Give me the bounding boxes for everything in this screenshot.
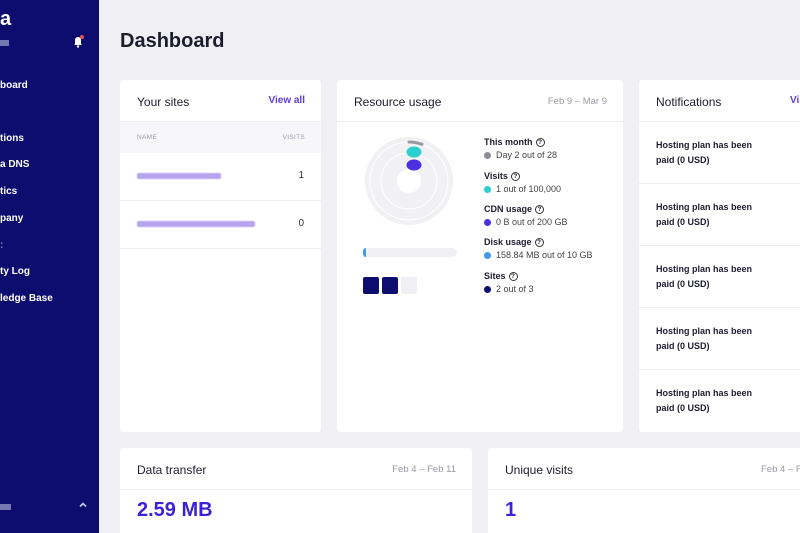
usage-radial-chart xyxy=(365,137,453,225)
notification-text: Hosting plan has been paid (0 USD) xyxy=(656,264,753,289)
notification-item[interactable]: Hosting plan has been paid (0 USD) xyxy=(639,184,800,246)
site-name-redacted[interactable] xyxy=(137,173,221,179)
legend-sites: Sites? 2 out of 3 xyxy=(484,271,534,294)
help-icon[interactable]: ? xyxy=(535,137,545,147)
legend-label: This month xyxy=(484,137,533,147)
card-title: Unique visits xyxy=(505,463,574,477)
notification-text: Hosting plan has been paid (0 USD) xyxy=(656,140,753,165)
site-visits: 0 xyxy=(298,218,304,229)
user-name-redacted[interactable] xyxy=(0,504,11,510)
notification-text: Hosting plan has been paid (0 USD) xyxy=(656,202,753,227)
card-title: Your sites xyxy=(137,95,190,109)
card-title: Data transfer xyxy=(137,463,207,477)
notifications-card: Notifications Vi Hosting plan has been p… xyxy=(639,80,800,432)
legend-dot xyxy=(484,151,491,159)
site-visits: 1 xyxy=(298,170,304,181)
card-header: Notifications Vi xyxy=(639,80,800,122)
legend-dot xyxy=(484,218,491,226)
help-icon[interactable]: ? xyxy=(510,171,520,181)
legend-visits: Visits? 1 out of 100,000 xyxy=(484,171,561,194)
data-transfer-value: 2.59 MB xyxy=(137,499,213,521)
date-range: Feb 4 – F xyxy=(761,464,800,475)
disk-usage-bar xyxy=(363,248,457,257)
help-icon[interactable]: ? xyxy=(534,237,544,247)
disk-usage-bar-fill xyxy=(363,248,366,257)
legend-label: Disk usage xyxy=(484,237,532,247)
card-header: Resource usage Feb 9 – Mar 9 xyxy=(337,80,623,122)
help-icon[interactable]: ? xyxy=(535,204,545,214)
notification-item[interactable]: Hosting plan has been paid (0 USD) xyxy=(639,370,800,432)
sidebar-item-activity-log[interactable]: ty Log xyxy=(0,266,30,277)
chevron-up-icon[interactable] xyxy=(78,500,88,510)
notification-item[interactable]: Hosting plan has been paid (0 USD) xyxy=(639,122,800,184)
legend-this-month: This month? Day 2 out of 28 xyxy=(484,137,557,160)
your-sites-card: Your sites View all NAME VISITS 1 0 xyxy=(120,80,321,432)
legend-value: Day 2 out of 28 xyxy=(496,150,558,160)
site-name-redacted[interactable] xyxy=(137,221,255,227)
column-header-visits[interactable]: VISITS xyxy=(282,134,305,141)
card-header: Unique visits Feb 4 – F xyxy=(488,448,800,490)
legend-value: 2 out of 3 xyxy=(496,284,534,294)
table-row[interactable]: 1 xyxy=(120,153,321,201)
legend-cdn-usage: CDN usage? 0 B out of 200 GB xyxy=(484,204,568,227)
sidebar-item-dashboard[interactable]: board xyxy=(0,80,28,91)
card-header: Data transfer Feb 4 – Feb 11 xyxy=(120,448,472,490)
table-header: NAME VISITS xyxy=(120,122,321,153)
notification-text: Hosting plan has been paid (0 USD) xyxy=(656,326,753,351)
date-range: Feb 9 – Mar 9 xyxy=(547,96,607,107)
sidebar-item-dns[interactable]: a DNS xyxy=(0,159,30,170)
sidebar-item-applications[interactable]: tions xyxy=(0,133,24,144)
logo[interactable]: a xyxy=(0,8,12,30)
sidebar-item-company[interactable]: pany xyxy=(0,213,24,224)
unique-visits-value: 1 xyxy=(505,499,517,521)
notification-item[interactable]: Hosting plan has been paid (0 USD) xyxy=(639,308,800,370)
legend-dot xyxy=(484,251,491,259)
legend-label: Visits xyxy=(484,171,508,181)
bell-icon[interactable] xyxy=(73,36,83,48)
resource-usage-card: Resource usage Feb 9 – Mar 9 This month?… xyxy=(337,80,623,432)
view-all-sites-link[interactable]: View all xyxy=(268,95,305,106)
date-range: Feb 4 – Feb 11 xyxy=(392,464,456,475)
card-title: Notifications xyxy=(656,95,722,109)
unique-visits-card: Unique visits Feb 4 – F 1 xyxy=(488,448,800,533)
legend-label: Sites xyxy=(484,271,506,281)
notification-badge xyxy=(80,35,84,39)
site-slot-free xyxy=(401,277,417,294)
help-icon[interactable]: ? xyxy=(508,271,518,281)
site-slot-used xyxy=(382,277,398,294)
legend-dot xyxy=(484,285,491,293)
data-transfer-card: Data transfer Feb 4 – Feb 11 2.59 MB xyxy=(120,448,472,533)
card-title: Resource usage xyxy=(354,95,442,109)
sidebar-item-knowledge-base[interactable]: ledge Base xyxy=(0,293,53,304)
legend-value: 158.84 MB out of 10 GB xyxy=(496,250,593,260)
legend-value: 1 out of 100,000 xyxy=(496,184,562,194)
sidebar: a board tions a DNS tics pany : ty Log l… xyxy=(0,0,99,533)
table-row[interactable]: 0 xyxy=(120,201,321,249)
legend-value: 0 B out of 200 GB xyxy=(496,217,568,227)
legend-dot xyxy=(484,185,491,193)
site-slot-used xyxy=(363,277,379,294)
column-header-name[interactable]: NAME xyxy=(137,134,157,141)
card-header: Your sites View all xyxy=(120,80,321,122)
notification-text: Hosting plan has been paid (0 USD) xyxy=(656,388,753,413)
notification-item[interactable]: Hosting plan has been paid (0 USD) xyxy=(639,246,800,308)
sidebar-item-truncated[interactable]: : xyxy=(0,240,4,251)
legend-disk-usage: Disk usage? 158.84 MB out of 10 GB xyxy=(484,237,593,260)
view-all-notifications-link[interactable]: Vi xyxy=(790,95,800,106)
company-name-redacted[interactable] xyxy=(0,40,9,46)
page-title: Dashboard xyxy=(120,30,225,52)
sidebar-item-analytics[interactable]: tics xyxy=(0,186,18,197)
legend-label: CDN usage xyxy=(484,204,533,214)
